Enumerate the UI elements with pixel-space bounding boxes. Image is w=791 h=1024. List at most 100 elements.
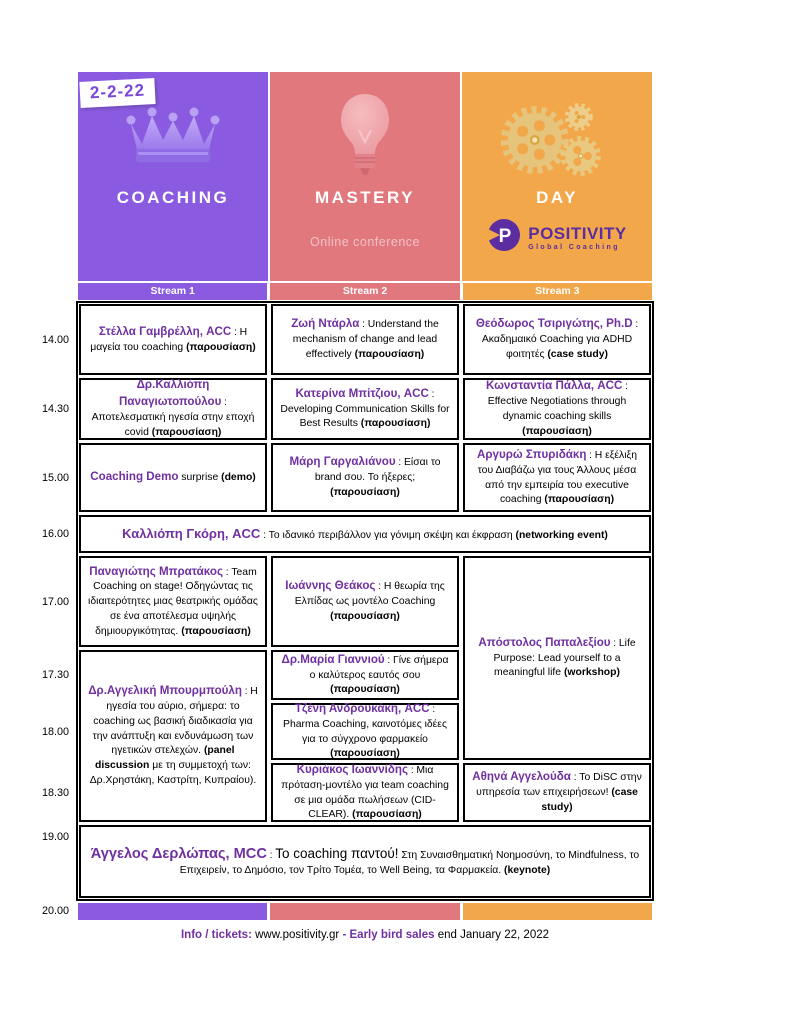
session-description: Life Purpose: Lead yourself to a meaning… [493, 637, 636, 679]
separator: : [428, 388, 435, 400]
stream-2-header: Stream 2 [270, 283, 460, 300]
session-cell-stream2-1830: Κυριάκος Ιωαννίδης : Μια πρόταση-μοντέλο… [271, 763, 459, 822]
speaker-name: Δρ.Αγγελική Μπουρμπούλη [88, 684, 242, 698]
session-cell-networking-1600: Καλλιόπη Γκόρη, ACC : Το ιδανικό περιβάλ… [79, 515, 651, 553]
speaker-name: Αθηνά Αγγελούδα [472, 770, 571, 784]
separator: : [375, 581, 384, 593]
session-lead-title: Το coaching παντού! [275, 845, 399, 861]
session-type: (demo) [221, 472, 256, 484]
stream-1-header: Stream 1 [78, 283, 268, 300]
early-bird-label: Early bird sales [349, 929, 435, 941]
session-type: (παρουσίαση) [151, 426, 222, 438]
separator: : [260, 529, 269, 541]
gears-icon [499, 100, 603, 185]
session-description: Το DiSC στην υπηρεσία των επιχειρήσεων! [476, 772, 642, 799]
dash-separator: - [342, 929, 347, 941]
time-label: 14.30 [41, 403, 69, 415]
separator: : [408, 764, 417, 776]
separator: : [221, 397, 227, 409]
header-banner: 2-2-22 COACHING [78, 72, 652, 281]
time-label: 16.00 [41, 528, 69, 540]
session-cell-stream1-1700: Παναγιώτης Μπρατάκος : Team Coaching on … [79, 556, 267, 647]
stream-2-end-bar [270, 903, 460, 920]
session-description: Understand the mechanism of change and l… [292, 319, 439, 360]
session-cell-stream1-1500: Coaching Demo surprise (demo) [79, 443, 267, 512]
session-type: (case study) [541, 787, 638, 813]
early-bird-text: end January 22, 2022 [437, 929, 550, 941]
separator: : [384, 654, 393, 666]
speaker-name: Ιωάννης Θεάκος [285, 579, 376, 593]
session-type: (παρουσίαση) [330, 610, 400, 622]
time-label: 15.00 [41, 471, 69, 484]
session-type: (παρουσίαση) [330, 486, 400, 498]
session-cell-stream2-1430: Κατερίνα Μπίτζιου, ACC : Developing Comm… [271, 378, 459, 440]
session-description: Pharma Coaching, καινοτόμες ιδέες για το… [283, 718, 447, 745]
session-description: Η εξέλιξη του Διαβάζω για τους Άλλους μέ… [477, 449, 637, 506]
positivity-logo-text: POSITIVITY Global Coaching [528, 225, 627, 251]
lightbulb-icon [338, 92, 392, 183]
session-description: Ακαδημαικό Coaching για ADHD φοιτητές [481, 334, 633, 360]
end-of-day-bar [78, 903, 652, 920]
speaker-name: Μάρη Γαργαλιάνου [289, 455, 396, 469]
positivity-p-icon: P [487, 218, 521, 257]
session-cell-stream2-1730: Δρ.Μαρία Γιαννιού : Γίνε σήμερα ο καλύτε… [271, 650, 459, 700]
session-cell-keynote-1900: Άγγελος Δερλώπας, MCC : Το coaching παντ… [79, 825, 651, 898]
session-cell-stream2-1800: Τζένη Ανδρουκάκη, ACC : Pharma Coaching,… [271, 701, 459, 760]
session-cell-stream2-1400: Ζωή Ντάρλα : Understand the mechanism of… [271, 304, 459, 375]
session-description: Effective Negotiations through dynamic c… [487, 396, 627, 422]
separator: : [231, 326, 240, 338]
header-column-coaching: 2-2-22 COACHING [78, 72, 268, 281]
logo-name: POSITIVITY [528, 223, 627, 243]
separator: : [359, 319, 368, 331]
time-label: 17.00 [41, 595, 69, 608]
title-mastery: MASTERY [315, 188, 415, 207]
separator: : [222, 566, 232, 578]
session-description: Είσαι το brand σου. Το ήξερες; [314, 457, 441, 484]
separator: : [622, 381, 628, 393]
session-description: Team Coaching on stage! Οδηγώντας τις ιδ… [88, 566, 258, 637]
speaker-name: Καλλιόπη Γκόρη, ACC [122, 525, 261, 541]
session-cell-stream3-1830: Αθηνά Αγγελούδα : Το DiSC στην υπηρεσία … [463, 763, 651, 822]
speaker-name: Άγγελος Δερλώπας, MCC [90, 845, 267, 862]
separator: : [429, 703, 436, 715]
speaker-name: Ζωή Ντάρλα [291, 317, 360, 331]
session-description: Το ιδανικό περιβάλλον για γόνιμη σκέψη κ… [268, 529, 513, 541]
separator: : [586, 449, 595, 461]
session-type: (παρουσίαση) [544, 494, 615, 506]
time-label: 14.00 [41, 333, 69, 346]
session-cell-stream3-1400: Θεόδωρος Τσιριγώτης, Ph.D : Ακαδημαικό C… [463, 304, 651, 375]
session-type: (panel discussion [95, 745, 235, 772]
speaker-name: Δρ.Καλλιόπη Παναγιωτοπούλου [119, 378, 222, 409]
speaker-name: Αργυρώ Σπυριδάκη [476, 447, 587, 461]
session-cell-stream1-1730-panel: Δρ.Αγγελική Μπουρμπούλη : Η ηγεσία του α… [79, 650, 267, 822]
session-type: (παρουσίαση) [352, 809, 422, 821]
session-cell-stream3-1500: Αργυρώ Σπυριδάκη : Η εξέλιξη του Διαβάζω… [463, 443, 651, 512]
time-label: 18.00 [41, 725, 69, 738]
session-cell-stream1-1430: Δρ.Καλλιόπη Παναγιωτοπούλου : Αποτελεσμα… [79, 378, 267, 440]
speaker-name: Θεόδωρος Τσιριγώτης, Ph.D [475, 317, 633, 331]
session-type: (παρουσίαση) [186, 341, 256, 353]
tickets-url[interactable]: www.positivity.gr [255, 929, 340, 941]
session-cell-stream3-1700-workshop: Απόστολος Παπαλεξίου : Life Purpose: Lea… [463, 556, 651, 760]
session-type: (παρουσίαση) [360, 418, 431, 430]
session-cell-stream2-1700: Ιωάννης Θεάκος : Η θεωρία της Ελπίδας ως… [271, 556, 459, 647]
separator: : [266, 849, 276, 861]
session-title: Coaching Demo [90, 470, 179, 484]
speaker-name: Απόστολος Παπαλεξίου [478, 635, 611, 649]
session-description: Αποτελεσματική ηγεσία στην εποχή covid [91, 412, 255, 438]
info-tickets-label: Info / tickets: [180, 929, 252, 941]
session-cell-stream2-1500: Μάρη Γαργαλιάνου : Είσαι το brand σου. Τ… [271, 443, 459, 512]
session-description: Η μαγεία του coaching [90, 326, 248, 353]
speaker-name: Κυριάκος Ιωαννίδης [296, 762, 409, 776]
speaker-name: Τζένη Ανδρουκάκη, ACC [294, 701, 430, 715]
session-description-tail: με τη συμμετοχή των: Δρ.Χρηστάκη, Καστρί… [89, 760, 257, 786]
schedule-table: Στέλλα Γαμβρέλλη, ACC : Η μαγεία του coa… [76, 301, 654, 901]
session-type: (case study) [547, 348, 608, 360]
logo-tagline: Global Coaching [528, 243, 620, 251]
stream-1-end-bar [78, 903, 268, 920]
session-cell-stream1-1400: Στέλλα Γαμβρέλλη, ACC : Η μαγεία του coa… [79, 304, 267, 375]
session-type: (networking event) [515, 529, 608, 541]
session-type: (παρουσίαση) [354, 348, 425, 360]
session-description: Γίνε σήμερα ο καλύτερος εαυτός σου [309, 654, 449, 681]
